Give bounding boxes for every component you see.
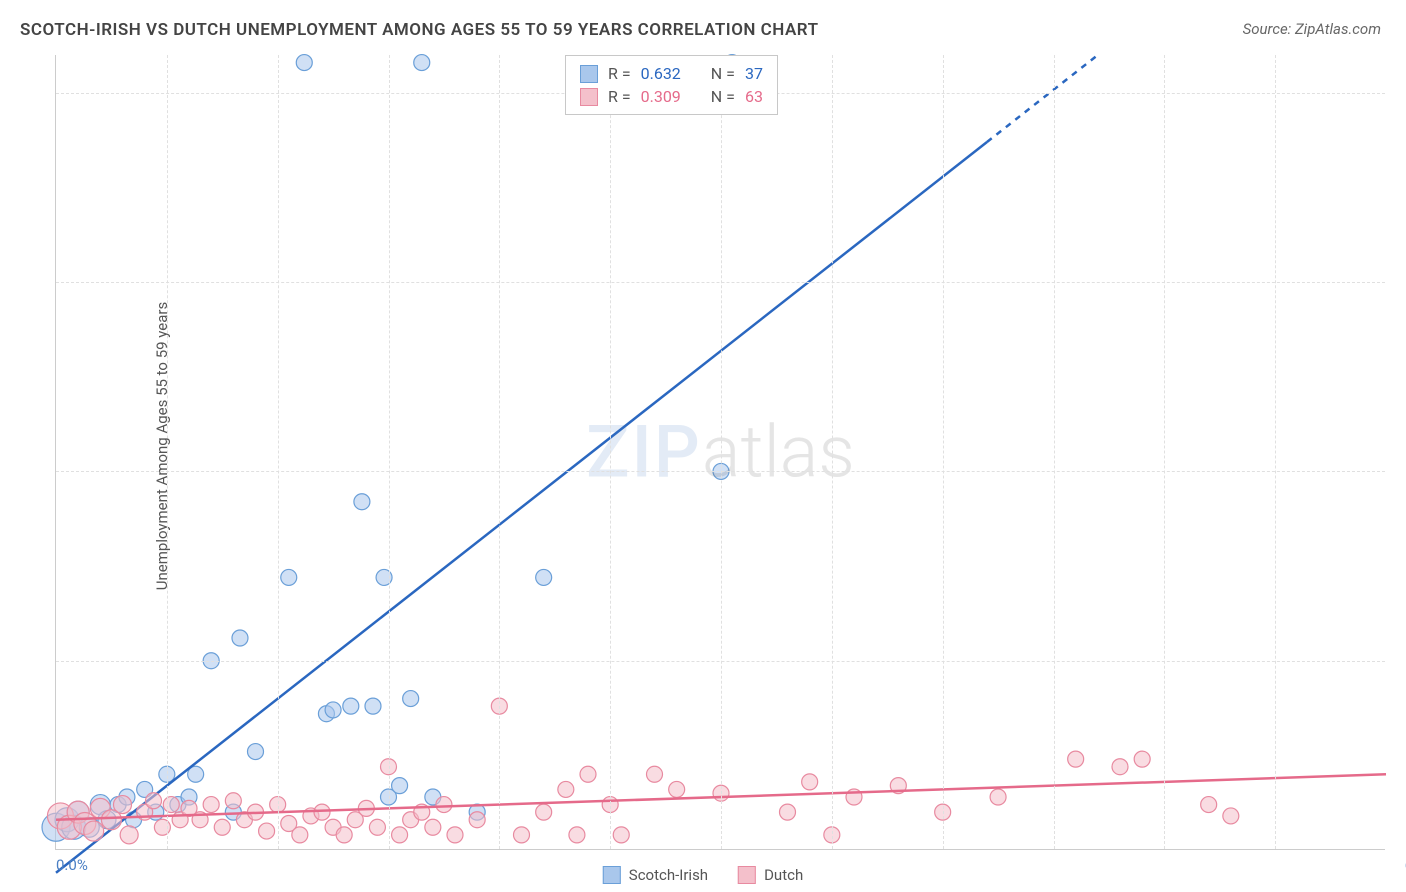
scatter-point	[392, 827, 408, 843]
scatter-point	[447, 827, 463, 843]
scatter-point	[580, 766, 596, 782]
stat-r-value: 0.309	[641, 87, 681, 106]
scatter-point	[296, 55, 312, 71]
scatter-point	[425, 819, 441, 835]
gridline-v	[167, 55, 168, 849]
scatter-point	[436, 797, 452, 813]
scatter-point	[669, 781, 685, 797]
scatter-point	[154, 819, 170, 835]
scatter-point	[1201, 797, 1217, 813]
gridline-v	[389, 55, 390, 849]
plot-area: ZIPatlas 25.0%50.0%75.0%100.0%0.0%60.0%	[55, 55, 1385, 850]
scatter-point	[163, 797, 179, 813]
scatter-point	[780, 804, 796, 820]
scatter-point	[365, 698, 381, 714]
gridline-v	[499, 55, 500, 849]
gridline-v	[278, 55, 279, 849]
scatter-point	[536, 804, 552, 820]
stat-n-label: N =	[711, 87, 735, 106]
scatter-point	[214, 819, 230, 835]
scatter-point	[802, 774, 818, 790]
xtick-label: 0.0%	[56, 856, 88, 874]
legend-item: Dutch	[738, 866, 803, 884]
gridline-v	[943, 55, 944, 849]
scatter-point	[647, 766, 663, 782]
ytick-label: 100.0%	[1395, 84, 1406, 102]
scatter-point	[281, 569, 297, 585]
chart-title: SCOTCH-IRISH VS DUTCH UNEMPLOYMENT AMONG…	[20, 20, 819, 40]
scatter-point	[514, 827, 530, 843]
scatter-point	[354, 494, 370, 510]
legend-swatch	[603, 866, 621, 884]
scatter-point	[84, 821, 104, 841]
scatter-point	[569, 827, 585, 843]
scatter-point	[248, 744, 264, 760]
stats-row: R = 0.632 N = 37	[580, 62, 763, 85]
scatter-point	[990, 789, 1006, 805]
scatter-point	[1223, 808, 1239, 824]
scatter-point	[536, 569, 552, 585]
legend-swatch	[738, 866, 756, 884]
stat-n-value: 37	[745, 64, 763, 83]
chart-container: SCOTCH-IRISH VS DUTCH UNEMPLOYMENT AMONG…	[0, 0, 1406, 892]
bottom-legend: Scotch-Irish Dutch	[603, 866, 803, 884]
gridline-v	[1054, 55, 1055, 849]
stat-n-label: N =	[711, 64, 735, 83]
stat-r-label: R =	[608, 64, 631, 83]
scatter-point	[613, 827, 629, 843]
scatter-point	[1112, 759, 1128, 775]
scatter-point	[232, 630, 248, 646]
scatter-point	[146, 793, 162, 809]
scatter-point	[369, 819, 385, 835]
scatter-point	[558, 781, 574, 797]
ytick-label: 50.0%	[1395, 462, 1406, 480]
stat-n-value: 63	[745, 87, 763, 106]
legend-label: Dutch	[764, 866, 803, 884]
scatter-point	[114, 796, 132, 814]
scatter-point	[203, 797, 219, 813]
legend-label: Scotch-Irish	[629, 866, 708, 884]
series-swatch	[580, 88, 598, 106]
gridline-v	[721, 55, 722, 849]
stats-row: R = 0.309 N = 63	[580, 85, 763, 108]
stats-box: R = 0.632 N = 37 R = 0.309 N = 63	[565, 55, 778, 115]
scatter-point	[314, 804, 330, 820]
stat-r-value: 0.632	[641, 64, 681, 83]
ytick-label: 75.0%	[1395, 273, 1406, 291]
scatter-point	[392, 778, 408, 794]
scatter-point	[1068, 751, 1084, 767]
scatter-point	[1134, 751, 1150, 767]
scatter-point	[469, 812, 485, 828]
scatter-point	[225, 793, 241, 809]
scatter-point	[292, 827, 308, 843]
scatter-point	[120, 826, 138, 844]
gridline-v	[832, 55, 833, 849]
stat-r-label: R =	[608, 87, 631, 106]
scatter-point	[336, 827, 352, 843]
scatter-point	[403, 691, 419, 707]
scatter-point	[325, 702, 341, 718]
regression-line-dashed	[987, 55, 1098, 142]
gridline-v	[1275, 55, 1276, 849]
regression-line	[56, 142, 987, 873]
scatter-point	[259, 823, 275, 839]
legend-item: Scotch-Irish	[603, 866, 708, 884]
scatter-point	[343, 698, 359, 714]
gridline-v	[1164, 55, 1165, 849]
gridline-v	[610, 55, 611, 849]
scatter-point	[376, 569, 392, 585]
scatter-point	[414, 55, 430, 71]
series-swatch	[580, 65, 598, 83]
source-attribution: Source: ZipAtlas.com	[1243, 20, 1381, 38]
ytick-label: 25.0%	[1395, 652, 1406, 670]
